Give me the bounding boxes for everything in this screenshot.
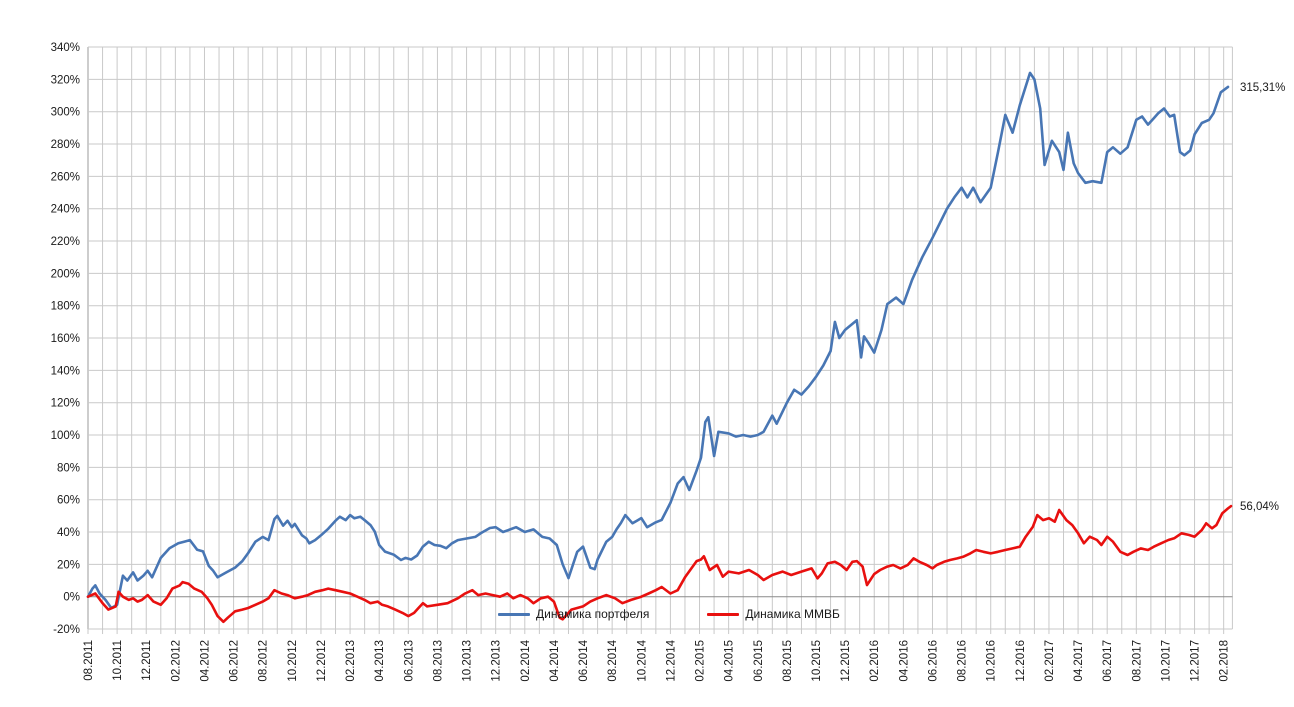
y-axis-tick-label: 100% <box>51 430 80 442</box>
x-axis-tick-label: 08.2014 <box>607 639 619 681</box>
legend-item-portfolio: Динамика портфеля <box>498 607 649 621</box>
x-axis-tick-label: 10.2012 <box>287 640 299 682</box>
x-axis-tick-label: 02.2017 <box>1044 640 1056 682</box>
y-axis-tick-label: 80% <box>57 462 80 474</box>
x-axis-tick-label: 10.2011 <box>112 640 124 681</box>
y-axis-tick-label: 140% <box>51 365 80 377</box>
x-axis-tick-label: 04.2013 <box>374 640 386 682</box>
legend-item-micex: Динамика ММВБ <box>707 607 840 621</box>
x-axis-tick-label: 12.2011 <box>141 640 153 681</box>
x-axis-tick-label: 10.2015 <box>811 640 823 682</box>
micex-end-value-label: 56,04% <box>1240 501 1279 513</box>
y-axis-tick-label: 0% <box>63 592 80 604</box>
y-axis-tick-label: 340% <box>51 42 80 54</box>
legend-label-micex: Динамика ММВБ <box>745 607 840 621</box>
x-axis-tick-label: 02.2013 <box>345 640 357 682</box>
x-axis-tick-label: 06.2017 <box>1102 640 1114 682</box>
y-axis-tick-label: -20% <box>53 624 80 636</box>
chart-legend: Динамика портфеля Динамика ММВБ <box>498 607 840 621</box>
x-axis-tick-label: 08.2017 <box>1131 640 1143 682</box>
y-axis-tick-label: 280% <box>51 139 80 151</box>
y-axis-tick-label: 300% <box>51 107 80 119</box>
x-axis-tick-label: 06.2014 <box>578 639 590 681</box>
x-axis-tick-label: 02.2012 <box>170 640 182 682</box>
y-axis-tick-label: 20% <box>57 559 80 571</box>
x-axis-tick-label: 08.2016 <box>957 640 969 682</box>
x-axis-tick-label: 02.2014 <box>520 639 532 681</box>
x-axis-tick-label: 02.2018 <box>1219 640 1231 682</box>
x-axis-tick-label: 12.2016 <box>1015 640 1027 682</box>
x-axis-tick-label: 12.2015 <box>840 640 852 682</box>
x-axis-tick-label: 06.2016 <box>927 640 939 682</box>
x-axis-tick-label: 08.2012 <box>258 640 270 682</box>
portfolio-end-value-label: 315,31% <box>1240 82 1285 94</box>
micex-series-line <box>86 504 1233 624</box>
x-axis-tick-label: 04.2017 <box>1073 640 1085 682</box>
legend-label-portfolio: Динамика портфеля <box>536 607 650 621</box>
x-axis-tick-label: 10.2014 <box>636 639 648 681</box>
x-axis-tick-label: 06.2015 <box>753 640 765 682</box>
x-axis-tick-label: 04.2012 <box>199 640 211 682</box>
micex-line-swatch <box>707 612 740 616</box>
y-axis-tick-label: 160% <box>51 333 80 345</box>
portfolio-line-swatch <box>498 612 530 616</box>
y-axis-tick-label: 120% <box>51 398 80 410</box>
x-axis-tick-label: 10.2017 <box>1160 640 1172 682</box>
y-axis-tick-label: 240% <box>51 204 80 216</box>
y-axis-tick-label: 320% <box>51 74 80 86</box>
y-axis-tick-label: 180% <box>51 301 80 313</box>
x-axis-tick-label: 06.2013 <box>403 640 415 682</box>
x-axis-tick-label: 08.2013 <box>432 640 444 682</box>
x-axis-tick-label: 08.2015 <box>782 640 794 682</box>
y-axis-tick-label: 60% <box>57 495 80 507</box>
portfolio-series-line <box>86 71 1230 610</box>
x-axis-tick-label: 10.2016 <box>986 640 998 682</box>
x-axis-tick-label: 06.2012 <box>229 640 241 682</box>
x-axis-tick-label: 04.2016 <box>898 640 910 682</box>
x-axis-tick-label: 12.2012 <box>316 640 328 682</box>
x-axis-tick-label: 02.2016 <box>869 640 881 682</box>
y-axis-tick-label: 200% <box>51 268 80 280</box>
x-axis-tick-label: 12.2013 <box>491 640 503 682</box>
x-axis-tick-label: 12.2017 <box>1190 640 1202 682</box>
x-axis-tick-label: 04.2014 <box>549 639 561 681</box>
y-axis-tick-label: 220% <box>51 236 80 248</box>
x-axis-tick-label: 02.2015 <box>695 640 707 682</box>
y-axis-tick-label: 260% <box>51 171 80 183</box>
y-axis-tick-label: 40% <box>57 527 80 539</box>
x-axis-tick-label: 10.2013 <box>462 640 474 682</box>
x-axis-tick-label: 12.2014 <box>665 639 677 681</box>
x-axis-tick-label: 04.2015 <box>724 640 736 682</box>
x-axis-tick-label: 08.2011 <box>83 640 95 681</box>
